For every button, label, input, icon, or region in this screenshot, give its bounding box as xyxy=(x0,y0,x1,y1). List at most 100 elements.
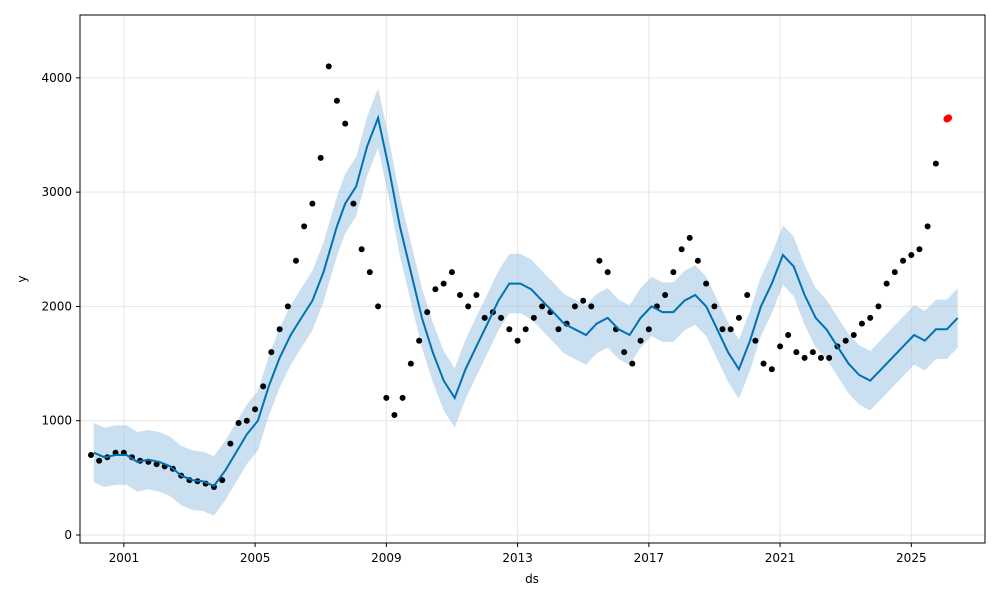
future-points-layer xyxy=(943,114,953,123)
observed-point xyxy=(284,303,291,310)
observed-point xyxy=(506,326,513,333)
observed-point xyxy=(522,326,529,333)
observed-point xyxy=(292,257,299,264)
x-tick-label: 2017 xyxy=(634,551,665,565)
x-axis-label: ds xyxy=(525,572,539,586)
observed-point xyxy=(440,280,447,287)
observed-point xyxy=(883,280,890,287)
observed-point xyxy=(760,360,767,367)
observed-point xyxy=(325,63,332,70)
observed-point xyxy=(793,349,800,356)
observed-point xyxy=(260,383,267,390)
observed-point xyxy=(399,394,406,401)
observed-point xyxy=(366,269,373,276)
observed-point xyxy=(850,332,857,338)
observed-point xyxy=(96,457,103,464)
observed-point xyxy=(588,303,595,310)
observed-point xyxy=(744,292,751,298)
x-tick-label: 2005 xyxy=(240,551,271,565)
observed-point xyxy=(694,257,701,264)
observed-point xyxy=(555,326,562,333)
observed-point xyxy=(457,292,464,298)
observed-point xyxy=(621,349,628,356)
observed-point xyxy=(87,452,94,458)
observed-point xyxy=(301,223,308,230)
observed-point xyxy=(473,292,480,298)
observed-point xyxy=(539,303,546,310)
y-axis-label: y xyxy=(15,275,29,282)
y-tick-label: 2000 xyxy=(41,299,72,313)
observed-point xyxy=(826,354,833,361)
y-tick-label: 4000 xyxy=(41,71,72,85)
observed-point xyxy=(309,200,316,207)
observed-point xyxy=(629,360,636,367)
uncertainty-band xyxy=(93,88,958,516)
x-tick-label: 2021 xyxy=(765,551,796,565)
observed-point xyxy=(465,303,472,310)
observed-point xyxy=(817,354,824,361)
observed-point xyxy=(670,269,677,276)
observed-points-layer xyxy=(87,63,939,490)
observed-point xyxy=(243,417,250,424)
observed-point xyxy=(424,309,431,316)
observed-point xyxy=(867,314,874,321)
x-tick-label: 2001 xyxy=(109,551,140,565)
observed-point xyxy=(719,326,726,333)
observed-point xyxy=(727,326,734,333)
observed-point xyxy=(801,354,808,361)
observed-point xyxy=(375,303,382,310)
x-tick-label: 2009 xyxy=(371,551,402,565)
observed-point xyxy=(604,269,611,276)
observed-point xyxy=(219,477,226,484)
observed-point xyxy=(235,420,242,426)
observed-point xyxy=(416,337,423,344)
forecast-line xyxy=(93,114,959,488)
observed-point xyxy=(785,332,792,338)
observed-point xyxy=(924,223,931,230)
observed-point xyxy=(645,326,652,333)
observed-point xyxy=(916,246,923,253)
observed-point xyxy=(276,326,283,333)
observed-point xyxy=(498,314,505,321)
observed-point xyxy=(481,314,488,321)
x-tick-label: 2025 xyxy=(896,551,927,565)
future-point xyxy=(945,114,953,122)
observed-point xyxy=(752,337,759,344)
observed-point xyxy=(571,303,578,310)
observed-point xyxy=(391,412,398,418)
observed-point xyxy=(358,246,365,253)
observed-point xyxy=(875,303,882,310)
plot-frame xyxy=(79,14,986,544)
observed-point xyxy=(686,234,693,241)
observed-point xyxy=(891,269,898,276)
observed-point xyxy=(407,360,414,367)
observed-point xyxy=(342,120,349,127)
observed-point xyxy=(768,366,775,373)
observed-point xyxy=(858,320,865,327)
observed-point xyxy=(432,286,439,293)
observed-point xyxy=(350,200,357,207)
observed-point xyxy=(678,246,685,253)
observed-point xyxy=(662,292,669,298)
observed-point xyxy=(252,406,259,413)
uncertainty-band-layer xyxy=(93,88,958,516)
observed-point xyxy=(514,337,521,344)
observed-point xyxy=(333,97,340,104)
observed-point xyxy=(383,394,390,401)
observed-point xyxy=(842,337,849,344)
forecast-line-layer xyxy=(93,114,959,488)
observed-point xyxy=(637,337,644,344)
observed-point xyxy=(711,303,718,310)
observed-point xyxy=(735,314,742,321)
observed-point xyxy=(809,349,816,356)
observed-point xyxy=(227,440,234,447)
observed-point xyxy=(932,160,939,167)
observed-point xyxy=(596,257,603,264)
y-tick-label: 0 xyxy=(64,528,72,542)
observed-point xyxy=(900,257,907,264)
observed-point xyxy=(777,343,784,350)
x-tick-label: 2013 xyxy=(502,551,533,565)
observed-point xyxy=(580,297,587,304)
